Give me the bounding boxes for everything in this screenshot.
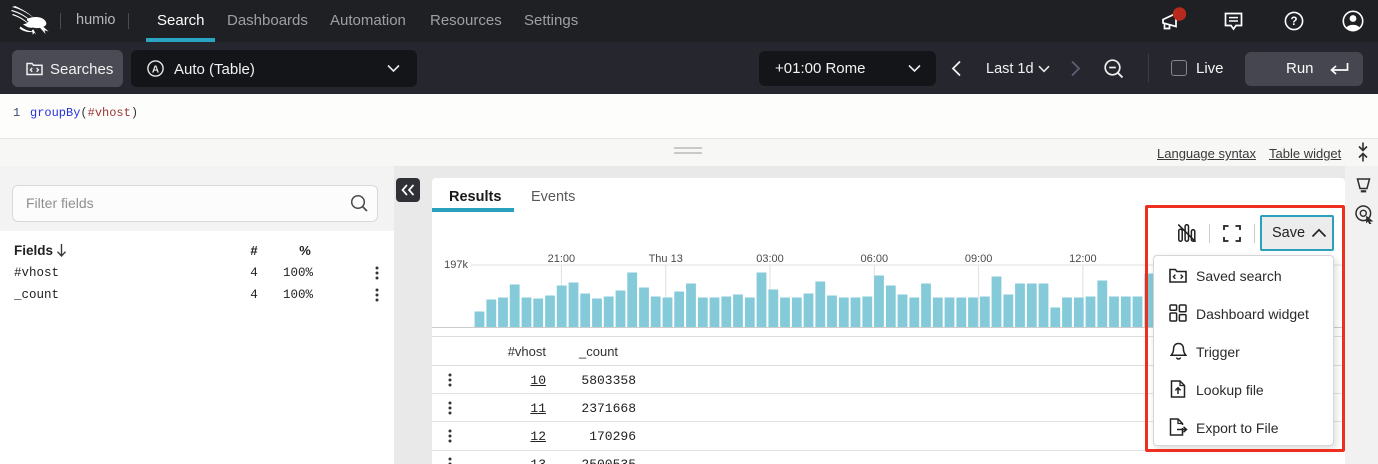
svg-text:06:00: 06:00 xyxy=(861,253,889,265)
svg-text:09:00: 09:00 xyxy=(965,253,993,265)
svg-text:?: ? xyxy=(1290,16,1297,28)
svg-text:Thu 13: Thu 13 xyxy=(649,253,683,265)
svg-text:12:00: 12:00 xyxy=(1069,253,1097,265)
svg-text:197k: 197k xyxy=(444,259,468,271)
svg-text:21:00: 21:00 xyxy=(548,253,576,265)
svg-text:A: A xyxy=(152,64,159,75)
svg-text:03:00: 03:00 xyxy=(756,253,784,265)
